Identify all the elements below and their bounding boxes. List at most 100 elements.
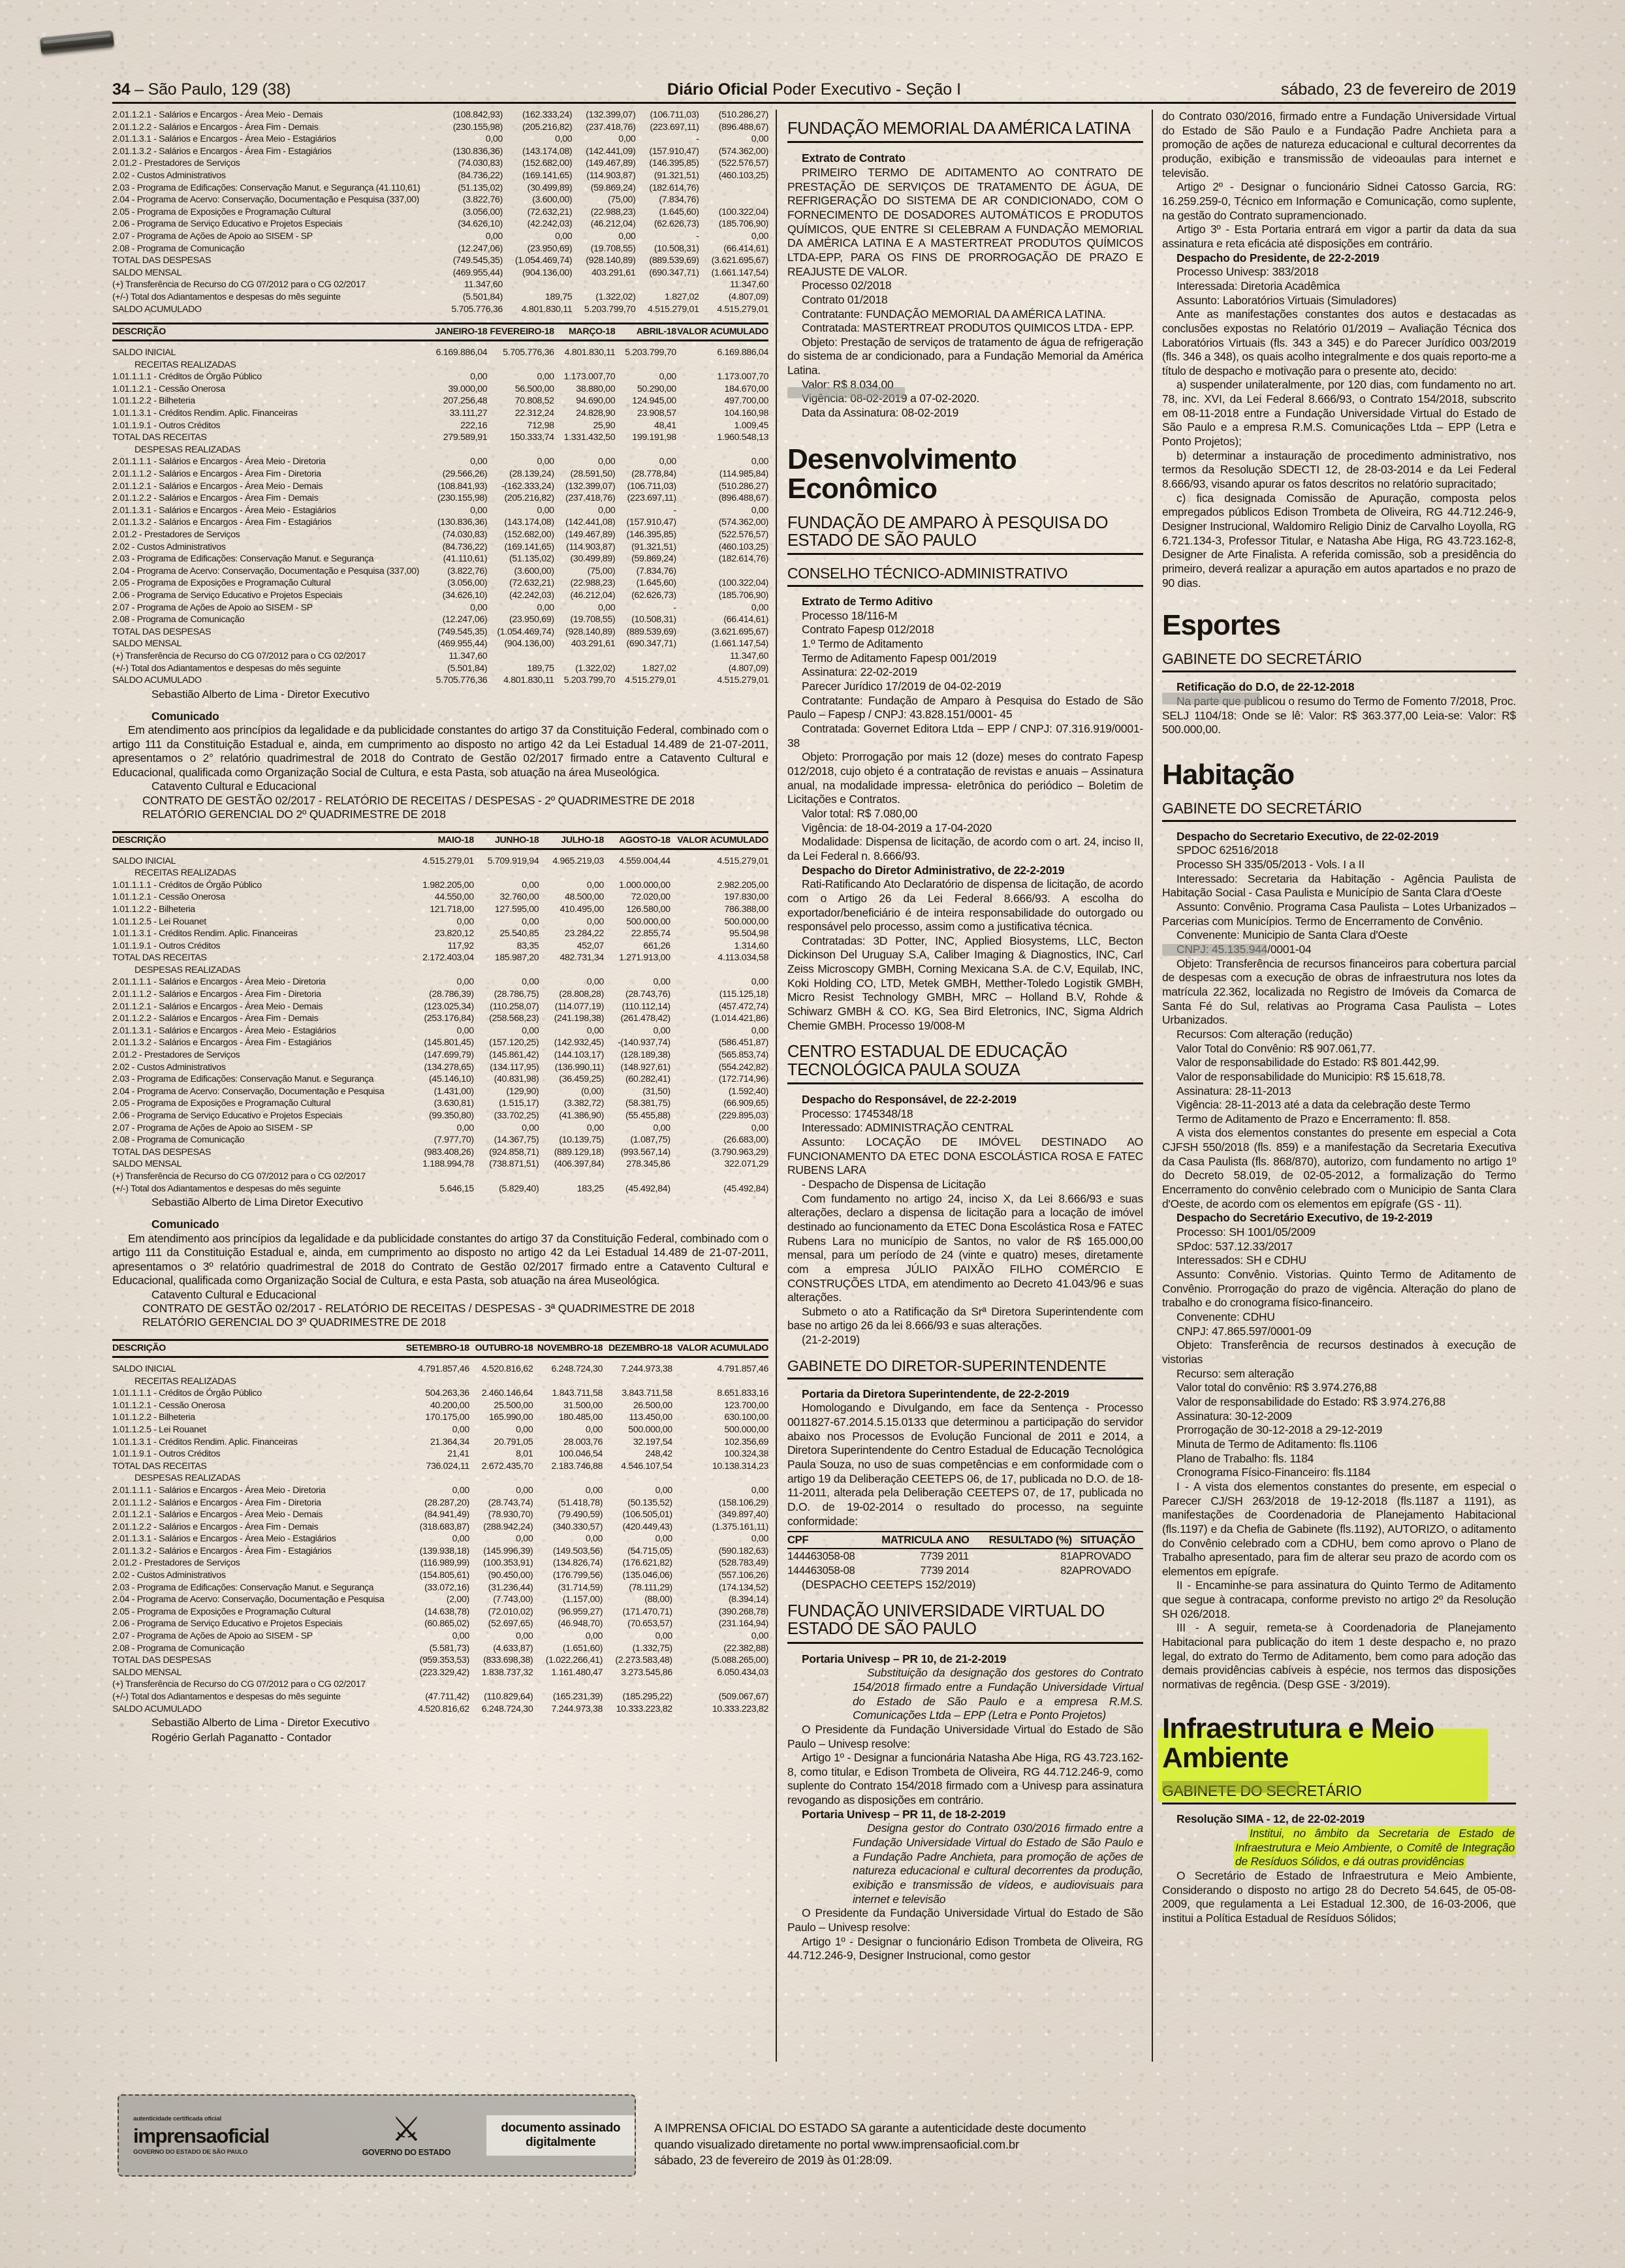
table-row: 2.01.1.2.1 - Salários e Encargos - Área …: [112, 1509, 768, 1522]
row-value: (1.022.266,41): [545, 1655, 603, 1666]
row-value: (983.408,26): [424, 1146, 475, 1158]
row-value: -: [696, 134, 699, 145]
row-value: 207.256,48: [443, 396, 488, 407]
table-row: 2.01.1.2.1 - Salários e Encargos - Área …: [112, 481, 768, 494]
row-value: (5.501,84): [462, 291, 503, 302]
state-crest-block: ⚔ GOVERNO DO ESTADO: [326, 2111, 486, 2157]
row-value: 3.843.711,58: [622, 1388, 672, 1399]
row-value: 4.113.034,58: [718, 953, 768, 964]
row-value: (19.708,55): [570, 614, 616, 625]
table-row: 1.01.1.3.1 - Créditos Rendim. Aplic. Fin…: [112, 408, 768, 420]
ceeteps-despacho-title: Despacho do Responsável, de 22-2-2019: [802, 1092, 1017, 1106]
row-value: (46.212,04): [590, 219, 636, 230]
unit-gabinete-secretario-habitacao: GABINETE DO SECRETÁRIO: [1162, 799, 1362, 817]
row-value: 0,00: [470, 371, 488, 383]
text-line: Processo Univesp: 383/2018: [1176, 265, 1319, 279]
row-label: 1.01.1.2.2 - Bilheteria: [112, 904, 195, 915]
ceeteps-dispensa-label: - Despacho de Dispensa de Licitação: [802, 1177, 986, 1191]
row-value: 1.173.007,70: [563, 371, 616, 383]
row-value: (738.871,51): [489, 1159, 539, 1170]
row-value: 23.820,12: [434, 928, 474, 939]
row-label: 2.01.1.3.2 - Salários e Encargos - Área …: [112, 1545, 332, 1556]
row-value: (182.614,76): [718, 554, 769, 565]
table-row: 2.01.2 - Prestadores de Serviços (74.030,…: [112, 158, 768, 170]
row-value: 1.827,02: [665, 291, 699, 302]
row-value: (72.632,21): [509, 578, 554, 589]
column-header: NOVEMBRO-18: [533, 1338, 603, 1358]
row-value: 0,00: [585, 1631, 603, 1642]
row-label: 2.01.1.3.2 - Salários e Encargos - Área …: [112, 517, 332, 528]
row-value: (565.853,74): [718, 1050, 769, 1061]
state-crest-icon: ⚔: [391, 2111, 422, 2149]
row-value: (79.490,59): [558, 1509, 603, 1520]
text-line: Processo 02/2018: [802, 279, 892, 292]
table-row: 2.06 - Programa de Serviço Educativo e P…: [112, 590, 768, 603]
row-value: (84.736,22): [442, 541, 488, 552]
row-value: 4.801.830,11: [503, 675, 554, 686]
row-value: (185.706,90): [718, 590, 769, 601]
row-label: TOTAL DAS DESPESAS: [112, 1146, 212, 1158]
row-value: (45.492,84): [625, 1183, 671, 1194]
univesp-portaria-11-title: Portaria Univesp – PR 11, de 18-2-2019: [802, 1807, 1006, 1821]
row-label: 2.06 - Programa de Serviço Educativo e P…: [112, 1110, 343, 1121]
row-value: 4.801.830,11: [521, 304, 573, 315]
row-value: 4.520.816,62: [418, 1703, 469, 1714]
table-row: 2.01.1.2.1 - Salários e Encargos - Área …: [112, 1001, 768, 1014]
text-line: Valor de responsabilidade do Estado: R$ …: [1176, 1394, 1445, 1408]
unit-gabinete-secretario-esportes: GABINETE DO SECRETÁRIO: [1162, 650, 1362, 668]
text-line: Assinatura: 28-11-2013: [1176, 1084, 1291, 1097]
row-value: (106.711,03): [650, 110, 699, 120]
row-value: 497.700,00: [724, 396, 768, 407]
row-value: (420.449,43): [622, 1521, 673, 1532]
row-value: 31.500,00: [563, 1400, 603, 1411]
row-value: (510.286,27): [718, 110, 769, 120]
table-row: 2.01.1.2.2 - Salários e Encargos - Área …: [112, 1522, 768, 1534]
header-rule: [112, 102, 1516, 104]
row-value: (158.106,29): [718, 1497, 769, 1508]
row-value: 1.188.994,78: [422, 1159, 474, 1170]
row-value: (230.155,98): [452, 121, 503, 133]
row-value: (176.621,82): [622, 1558, 673, 1569]
row-label: TOTAL DAS DESPESAS: [112, 255, 212, 266]
row-value: (134.117,95): [490, 1062, 539, 1073]
row-value: (1.645,60): [636, 578, 677, 589]
row-value: 0,00: [751, 602, 769, 613]
row-value: 500.000,00: [724, 916, 768, 927]
table-row: 1.01.1.1.1 - Créditos de Órgão Público 1.…: [112, 880, 768, 892]
row-value: (889.539,69): [649, 255, 699, 266]
row-value: (129,90): [506, 1086, 539, 1097]
row-value: (143.174,08): [504, 517, 554, 528]
text-line: Vigência: 08-02-2019 a 07-02-2020.: [802, 392, 980, 405]
row-value: 0,00: [655, 1485, 673, 1496]
row-value: (36.459,25): [559, 1074, 604, 1085]
habitacao-values-2: Recurso: sem alteração Valor total do con…: [1162, 1367, 1516, 1480]
extrato-contrato-label: Extrato de Contrato: [802, 151, 906, 165]
section-title-desenvolvimento-economico: Desenvolvimento Econômico: [787, 443, 1017, 505]
row-value: [474, 965, 539, 977]
row-value: 21.364,34: [430, 1436, 469, 1447]
row-value: (1.431,00): [434, 1086, 475, 1097]
row-value: (78.930,70): [488, 1509, 533, 1520]
fapesp-despacho-title: Despacho do Diretor Administrativo, de 2…: [802, 863, 1065, 877]
row-label: 2.02 - Custos Administrativos: [112, 170, 226, 181]
row-value: 786.388,00: [724, 904, 768, 915]
section-title-infraestrutura: Infraestrutura e Meio Ambiente: [1162, 1712, 1434, 1774]
row-label: 2.01.1.3.1 - Salários e Encargos - Área …: [112, 134, 336, 145]
row-value: 0,00: [659, 371, 677, 383]
column-header: FEVEREIRO-18: [487, 323, 554, 342]
row-label: 2.05 - Programa de Exposições e Programa…: [112, 1098, 331, 1109]
row-value: (66.909,65): [723, 1098, 768, 1109]
row-label: 2.01.1.3.2 - Salários e Encargos - Área …: [112, 1037, 332, 1048]
masthead-left: 34 – São Paulo, 129 (38): [112, 80, 291, 99]
row-value: 22.312,24: [514, 408, 554, 419]
row-value: 199.191,98: [632, 432, 676, 443]
row-value: (142.441,08): [565, 517, 616, 528]
row-value: (690.347,71): [649, 267, 699, 278]
row-value: (116.989,99): [420, 1558, 470, 1569]
column-header: JULHO-18: [539, 830, 604, 850]
comunicado-1-body: Em atendimento aos princípios da legalid…: [112, 723, 768, 779]
row-label: 1.01.1.1.1 - Créditos de Órgão Público: [112, 879, 262, 890]
signature-3b: Rogério Gerlah Paganatto - Contador: [151, 1731, 332, 1744]
table-row: SALDO MENSAL (223.329,42) 1.838.737,32 1.16…: [112, 1667, 768, 1680]
row-value: (237.418,76): [586, 121, 636, 133]
